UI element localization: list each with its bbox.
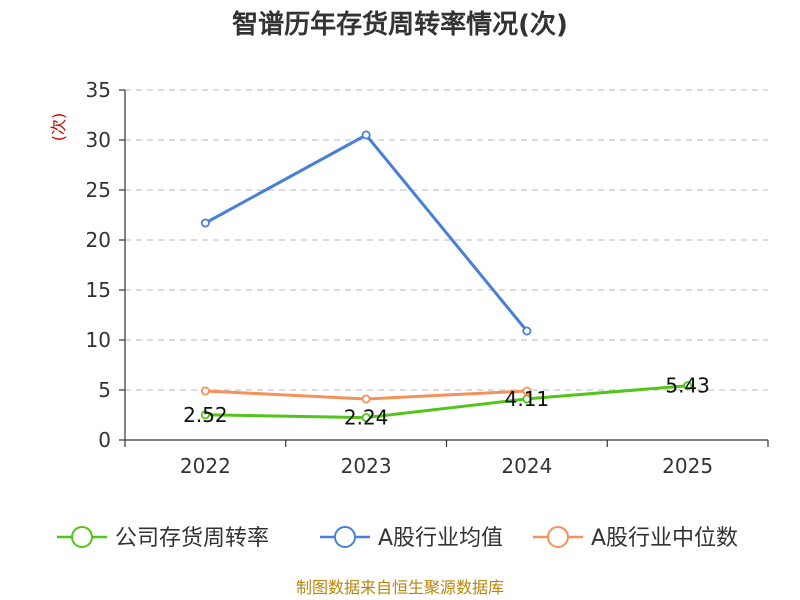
- legend-item: A股行业均值: [320, 526, 503, 551]
- legend-marker: [547, 526, 569, 548]
- data-point: [522, 386, 532, 396]
- series-1: [200, 130, 532, 336]
- legend-label: A股行业均值: [378, 526, 503, 551]
- y-tick-label: 25: [86, 178, 111, 202]
- axes: [119, 89, 769, 447]
- y-tick-label: 30: [86, 128, 111, 152]
- series-2: [200, 386, 532, 404]
- data-point: [361, 130, 371, 140]
- y-tick-label: 15: [86, 278, 111, 302]
- x-tick-labels: 2022 2023 2024 2025: [180, 454, 713, 478]
- legend-marker: [334, 526, 356, 548]
- y-tick-label: 5: [98, 378, 111, 402]
- data-point: [361, 413, 371, 423]
- y-tick-label: 0: [98, 428, 111, 452]
- data-point: [522, 326, 532, 336]
- legend-item: 公司存货周转率: [57, 526, 269, 551]
- y-tick-label: 35: [86, 78, 111, 102]
- data-point: [361, 394, 371, 404]
- x-tick-label: 2025: [662, 454, 713, 478]
- y-tick-label: 10: [86, 328, 111, 352]
- legend: 公司存货周转率 A股行业均值 A股行业中位数: [57, 526, 738, 551]
- source-note: 制图数据来自恒生聚源数据库: [296, 578, 504, 597]
- series-line: [204, 133, 529, 332]
- series-0: [200, 381, 693, 423]
- series-line: [205, 384, 688, 420]
- series-layer: [200, 130, 693, 423]
- legend-marker: [71, 526, 93, 548]
- legend-label: 公司存货周转率: [115, 526, 269, 551]
- data-point: [200, 410, 210, 420]
- chart-title: 智谱历年存货周转率情况(次): [232, 9, 568, 40]
- y-tick-label: 20: [86, 228, 111, 252]
- data-point: [683, 381, 693, 391]
- grid-lines: [125, 89, 768, 391]
- y-tick-labels: 0 5 10 15 20 25 30 35: [86, 78, 111, 452]
- data-point: [200, 386, 210, 396]
- x-tick-label: 2024: [501, 454, 552, 478]
- data-label: 2.24: [344, 406, 389, 430]
- x-tick-label: 2022: [180, 454, 231, 478]
- data-labels: 2.52 2.24 4.11 5.43: [183, 374, 710, 430]
- legend-item: A股行业中位数: [533, 526, 738, 551]
- legend-label: A股行业中位数: [591, 526, 738, 551]
- data-label: 5.43: [665, 374, 710, 398]
- data-label: 4.11: [505, 387, 550, 411]
- data-label: 2.52: [183, 403, 228, 427]
- x-tick-label: 2023: [341, 454, 392, 478]
- y-axis-unit: (次): [49, 113, 68, 142]
- data-point: [200, 218, 210, 228]
